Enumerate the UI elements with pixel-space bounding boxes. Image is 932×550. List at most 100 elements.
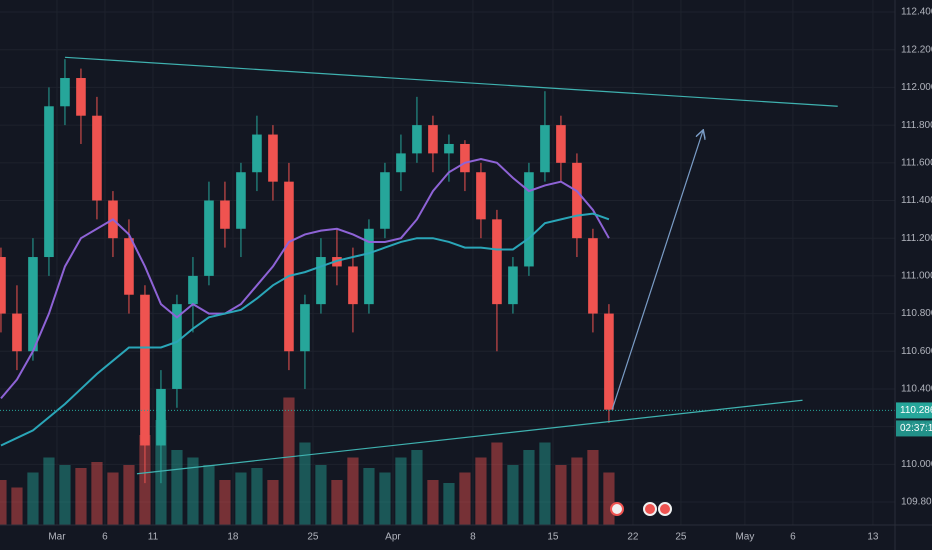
candle-body [508, 266, 518, 305]
volume-bar [523, 450, 535, 525]
candle-body [92, 115, 102, 201]
trend-line [64, 56, 838, 107]
candle-body [220, 200, 230, 229]
axes: 109.800110.000110.200110.400110.600110.8… [48, 7, 932, 543]
volume-bar [187, 457, 199, 525]
x-tick-label: 13 [867, 532, 879, 543]
candle-body [460, 143, 470, 173]
volume-bar [107, 472, 119, 525]
candle-body [252, 134, 262, 173]
x-tick-label: 6 [102, 532, 108, 543]
volume-bar [427, 480, 439, 525]
last-price-label: 110.286 [900, 405, 932, 416]
x-tick-label: 6 [790, 532, 796, 543]
volume-bar [91, 462, 103, 525]
volume-bar [363, 468, 375, 525]
y-tick-label: 110.800 [901, 308, 932, 319]
candle-body [28, 257, 38, 352]
volume-bar [331, 480, 343, 525]
y-tick-label: 110.400 [901, 384, 932, 395]
candle-body [476, 172, 486, 220]
volume-bar [27, 472, 39, 525]
moving-average [0, 158, 610, 400]
x-tick-label: 25 [675, 532, 687, 543]
candle-body [156, 388, 166, 446]
event-icon[interactable] [658, 502, 672, 516]
volume-bar [75, 468, 87, 525]
candle-body [140, 294, 150, 446]
x-tick-label: Apr [385, 532, 401, 543]
event-icon[interactable] [610, 502, 624, 516]
volume-bar [203, 465, 215, 525]
y-tick-label: 112.200 [901, 44, 932, 55]
candle-body [300, 304, 310, 352]
candle-body [428, 125, 438, 154]
y-tick-label: 111.400 [901, 195, 932, 206]
candle-body [76, 78, 86, 116]
candle-body [236, 172, 246, 229]
y-tick-label: 112.400 [901, 7, 932, 18]
y-tick-label: 112.000 [901, 82, 932, 93]
candle-body [492, 219, 502, 305]
volume-bar [411, 450, 423, 525]
candle-body [268, 134, 278, 182]
candle-body [316, 257, 326, 305]
candle-body [124, 238, 134, 295]
volume-bar [235, 472, 247, 525]
volume-bar [507, 465, 519, 525]
event-icon[interactable] [643, 502, 657, 516]
candle-body [12, 313, 22, 352]
candle-body [412, 125, 422, 154]
volume-bar [0, 480, 7, 525]
candle-body [172, 304, 182, 389]
y-tick-label: 110.000 [901, 459, 932, 470]
plot [0, 56, 895, 484]
volume-bar [123, 465, 135, 525]
volume-bar [603, 472, 615, 525]
x-tick-label: 25 [307, 532, 319, 543]
volume-bar [283, 397, 295, 525]
volume-bar [443, 483, 455, 525]
candle-body [44, 106, 54, 258]
volume-bar [459, 472, 471, 525]
candle-body [364, 228, 374, 305]
candle-body [348, 266, 358, 305]
volume-bar [251, 468, 263, 525]
x-tick-label: May [735, 532, 754, 543]
candle-body [396, 153, 406, 173]
x-tick-label: 22 [627, 532, 639, 543]
moving-average [0, 212, 610, 447]
candle-body [540, 125, 550, 173]
x-tick-label: 15 [547, 532, 559, 543]
y-tick-label: 111.000 [901, 271, 932, 282]
candle-body [444, 143, 454, 154]
volume-bar [43, 457, 55, 525]
volume-bar [315, 465, 327, 525]
volume-bar [219, 480, 231, 525]
volume-bar [171, 450, 183, 525]
event-markers[interactable] [610, 502, 672, 516]
candle-body [604, 313, 614, 410]
candle-body [284, 181, 294, 352]
volume-bar [587, 450, 599, 525]
volume-bar [491, 442, 503, 525]
candle-body [0, 257, 6, 314]
x-tick-label: 18 [227, 532, 239, 543]
volume-bar [299, 442, 311, 525]
last-price-tag [896, 402, 932, 419]
volume-bar [395, 457, 407, 525]
x-tick-label: 11 [148, 532, 159, 543]
candle-body [572, 162, 582, 239]
y-tick-label: 111.800 [901, 120, 932, 131]
candle-body [588, 238, 598, 314]
volume-bar [475, 457, 487, 525]
trend-line [136, 399, 803, 475]
candle-body [556, 125, 566, 163]
candle-body [204, 200, 214, 276]
volume-bar [11, 487, 23, 525]
volume-bar [267, 480, 279, 525]
volume-bar [379, 472, 391, 525]
x-tick-label: Mar [48, 532, 66, 543]
